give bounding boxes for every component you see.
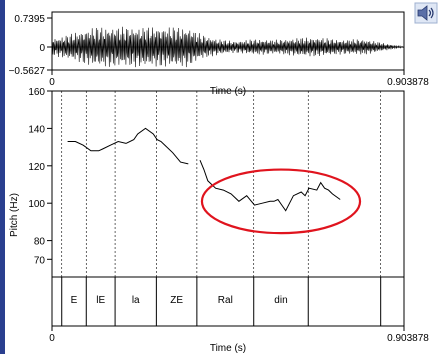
- segment-label: la: [132, 295, 140, 306]
- speaker-icon[interactable]: [414, 2, 438, 24]
- pitch-y-ticks: 160 140 120 100 80 70: [28, 87, 52, 266]
- waveform-path: [51, 26, 405, 68]
- highlight-ellipse: [200, 168, 362, 235]
- pitch-xtick-label-start: 0: [49, 333, 55, 344]
- wave-ytick-label-bottom: −0.5627: [9, 66, 46, 77]
- pitch-y-axis-title: Pitch (Hz): [9, 193, 20, 237]
- pitch-ytick-label: 120: [28, 162, 45, 173]
- pitch-contour: [67, 127, 341, 212]
- waveform-panel: 0.7395 0 −0.5627 0 0.903878 Time (s): [9, 11, 429, 97]
- pitch-ytick-label: 100: [28, 199, 45, 210]
- wave-xtick-label-end: 0.903878: [387, 77, 429, 88]
- pitch-ytick-label: 70: [34, 255, 46, 266]
- segment-label: Ral: [218, 295, 233, 306]
- segment-label: lE: [96, 295, 105, 306]
- segment-label: E: [71, 295, 78, 306]
- waveform-trace: [51, 26, 405, 68]
- segment-label: din: [274, 295, 287, 306]
- pitch-series-line: [67, 127, 189, 165]
- wave-xtick-label-start: 0: [49, 77, 55, 88]
- pitch-ytick-label: 140: [28, 124, 45, 135]
- segment-boundaries: [61, 91, 382, 326]
- segment-label: ZE: [170, 295, 183, 306]
- pitch-xtick-label-end: 0.903878: [387, 333, 429, 344]
- pitch-ytick-label: 160: [28, 87, 45, 98]
- wave-ytick-label-top: 0.7395: [14, 14, 45, 25]
- pitch-series-line: [199, 160, 341, 212]
- pitch-ytick-label: 80: [34, 237, 46, 248]
- slide-edge-stripe: [0, 0, 5, 354]
- pitch-x-axis-title: Time (s): [210, 343, 246, 354]
- wave-ytick-label-zero: 0: [39, 43, 45, 54]
- pitch-frame: [51, 90, 405, 327]
